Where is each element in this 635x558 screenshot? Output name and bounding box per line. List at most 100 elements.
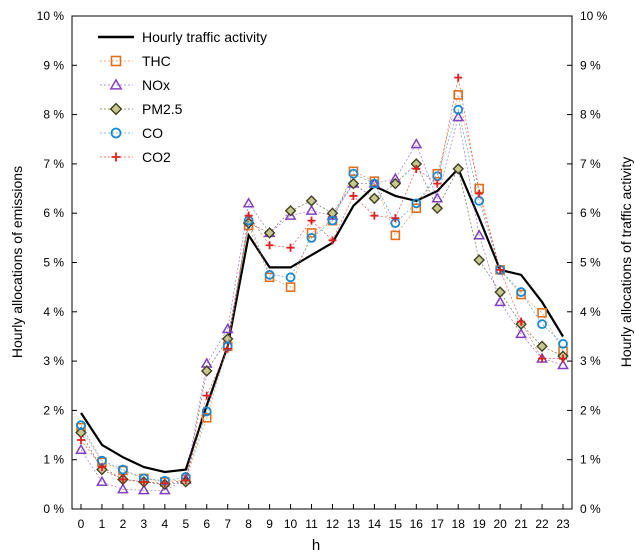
data-point-thc — [201, 412, 212, 423]
y-tick-label-left: 10 % — [37, 9, 65, 23]
data-point-nox — [410, 138, 423, 149]
data-point-pm2-5 — [326, 207, 339, 219]
data-point-pm2-5 — [305, 195, 318, 207]
x-tick-label: 5 — [182, 517, 189, 531]
y-tick-label-left: 4 % — [43, 305, 64, 319]
data-point-co — [327, 215, 338, 226]
data-point-co2 — [349, 191, 358, 200]
y-tick-label-right: 6 % — [580, 206, 601, 220]
y-tick-label-left: 6 % — [43, 206, 64, 220]
legend-swatch-co — [110, 127, 122, 139]
data-point-co2 — [454, 73, 463, 82]
x-tick-label: 18 — [452, 517, 466, 531]
data-point-pm2-5 — [263, 227, 276, 239]
legend-label-pm2-5: PM2.5 — [142, 101, 183, 117]
y-tick-label-right: 5 % — [580, 256, 601, 270]
data-point-nox — [557, 358, 569, 370]
x-tick-label: 4 — [161, 517, 168, 531]
data-point-nox — [284, 209, 297, 220]
series-connector-pm2-5 — [80, 163, 564, 485]
data-point-nox — [305, 204, 318, 215]
x-axis-label: h — [312, 537, 320, 553]
data-point-co — [537, 319, 547, 330]
data-point-co — [369, 178, 380, 189]
y-tick-label-left: 2 % — [43, 403, 64, 417]
data-point-co2 — [412, 164, 421, 173]
y-tick-label-right: 7 % — [580, 157, 601, 171]
axes-layer: 0 % 0 % 1 % 1 % 2 % 2 % 3 % 3 % 4 % 4 % 5 % 5 % 6 % 6… — [37, 9, 608, 531]
x-tick-label: 11 — [305, 517, 318, 531]
y-tick-label-left: 0 % — [43, 502, 64, 516]
data-point-pm2-5 — [431, 202, 444, 215]
y-tick-label-right: 2 % — [580, 403, 601, 417]
x-tick-label: 12 — [326, 517, 340, 531]
data-point-co2 — [181, 476, 190, 485]
y-tick-label-right: 9 % — [580, 58, 601, 72]
y-tick-label-left: 9 % — [43, 58, 64, 72]
data-point-thc — [411, 203, 422, 214]
y-tick-label-right: 1 % — [580, 453, 601, 467]
x-tick-label: 8 — [245, 517, 252, 531]
data-point-thc — [453, 90, 464, 100]
legend-entry-nox: NOx — [100, 77, 170, 93]
x-tick-label: 6 — [203, 517, 210, 531]
legend-entry-hourly-traffic-activity: Hourly traffic activity — [98, 29, 267, 45]
data-point-nox — [117, 483, 129, 494]
data-point-co — [285, 272, 296, 283]
data-point-nox — [137, 484, 150, 495]
data-point-co — [558, 338, 568, 349]
data-point-co2 — [244, 211, 253, 220]
data-point-co — [348, 168, 359, 179]
y-tick-label-left: 1 % — [43, 453, 64, 467]
y-tick-label-right: 10 % — [580, 9, 608, 23]
data-point-nox — [431, 192, 444, 203]
data-point-co — [453, 104, 464, 115]
x-tick-label: 20 — [493, 517, 507, 531]
legend-entry-pm2-5: PM2.5 — [100, 101, 183, 117]
y-tick-label-left: 3 % — [43, 354, 64, 368]
y-tick-label-right: 3 % — [580, 354, 601, 368]
data-point-co — [306, 232, 317, 243]
data-point-co — [264, 269, 275, 280]
data-point-thc — [306, 228, 317, 238]
data-point-nox — [96, 475, 108, 487]
legend-label-co2: CO2 — [142, 149, 171, 165]
y-axis-label-right: Hourly allocations of traffic activity — [618, 157, 634, 368]
legend-label-thc: THC — [142, 53, 171, 69]
data-point-nox — [515, 327, 527, 339]
data-point-co — [411, 198, 422, 209]
series-layer — [75, 73, 569, 495]
legend-entry-co: CO — [100, 125, 163, 141]
data-point-thc — [537, 307, 547, 318]
data-point-pm2-5 — [536, 340, 548, 353]
legend-swatch-co2 — [111, 152, 121, 162]
data-point-pm2-5 — [221, 333, 234, 345]
y-tick-label-right: 0 % — [580, 502, 601, 516]
data-point-nox — [75, 443, 87, 454]
y-tick-label-right: 8 % — [580, 108, 601, 122]
data-point-nox — [473, 229, 486, 240]
x-tick-label: 3 — [141, 517, 148, 531]
legend-swatch-nox — [109, 78, 123, 90]
data-point-thc — [390, 230, 401, 241]
legend-entry-co2: CO2 — [100, 149, 171, 165]
series-co2 — [77, 73, 567, 488]
legend-label-nox: NOx — [142, 77, 170, 93]
x-tick-label: 19 — [472, 517, 486, 531]
data-point-co — [76, 420, 86, 431]
series-line-hourly-traffic-activity — [80, 166, 564, 474]
data-point-pm2-5 — [473, 254, 485, 266]
data-point-pm2-5 — [368, 192, 381, 205]
data-point-pm2-5 — [389, 177, 402, 190]
legend-swatch-thc — [110, 55, 122, 67]
data-point-nox — [494, 295, 507, 307]
legend-swatch-pm2-5 — [109, 102, 123, 116]
x-tick-label: 14 — [368, 517, 382, 531]
x-tick-label: 0 — [78, 517, 85, 531]
x-tick-label: 22 — [535, 517, 549, 531]
y-axis-label-left: Hourly allocations of emissions — [9, 166, 25, 358]
series-connector-co — [80, 108, 564, 482]
x-tick-label: 23 — [556, 517, 570, 531]
